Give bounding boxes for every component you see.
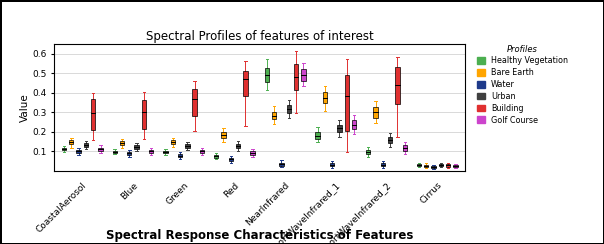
Y-axis label: Value: Value [19, 93, 30, 122]
Bar [163, 151, 167, 153]
Bar [200, 150, 204, 153]
Bar [323, 92, 327, 103]
Text: Spectral Response Characteristics of Features: Spectral Response Characteristics of Fea… [106, 229, 413, 242]
Bar [84, 143, 88, 147]
Bar [453, 165, 458, 167]
Bar [127, 152, 132, 155]
Bar [279, 163, 284, 165]
Title: Spectral Profiles of features of interest: Spectral Profiles of features of interes… [146, 30, 374, 43]
Bar [170, 140, 175, 144]
Bar [142, 100, 146, 129]
Bar [381, 163, 385, 166]
Bar [214, 155, 218, 158]
Bar [272, 112, 276, 119]
Bar [69, 140, 74, 144]
Bar [135, 145, 139, 149]
Bar [301, 69, 306, 81]
Bar [120, 141, 124, 145]
Bar [178, 154, 182, 157]
Bar [77, 150, 81, 153]
Bar [352, 120, 356, 129]
Bar [62, 148, 66, 150]
Bar [112, 151, 117, 153]
Bar [417, 164, 421, 166]
Bar [446, 164, 451, 166]
Bar [251, 151, 255, 155]
Bar [98, 148, 103, 151]
Bar [149, 150, 153, 153]
Bar [366, 150, 370, 154]
Bar [330, 163, 335, 166]
Bar [221, 132, 226, 138]
Bar [431, 166, 435, 168]
Bar [315, 132, 320, 139]
Bar [373, 107, 378, 118]
Legend: Healthy Vegetation, Bare Earth, Water, Urban, Building, Golf Course: Healthy Vegetation, Bare Earth, Water, U… [474, 41, 571, 128]
Bar [344, 75, 349, 131]
Bar [243, 71, 248, 96]
Bar [193, 89, 197, 116]
Bar [265, 68, 269, 82]
Bar [395, 67, 400, 104]
Bar [91, 99, 95, 130]
Bar [236, 144, 240, 148]
Bar [424, 164, 428, 166]
Bar [402, 145, 407, 151]
Bar [294, 64, 298, 90]
Bar [439, 164, 443, 166]
Bar [286, 105, 291, 113]
Bar [337, 124, 342, 132]
Bar [185, 144, 190, 148]
Bar [388, 137, 393, 143]
Bar [228, 158, 233, 161]
